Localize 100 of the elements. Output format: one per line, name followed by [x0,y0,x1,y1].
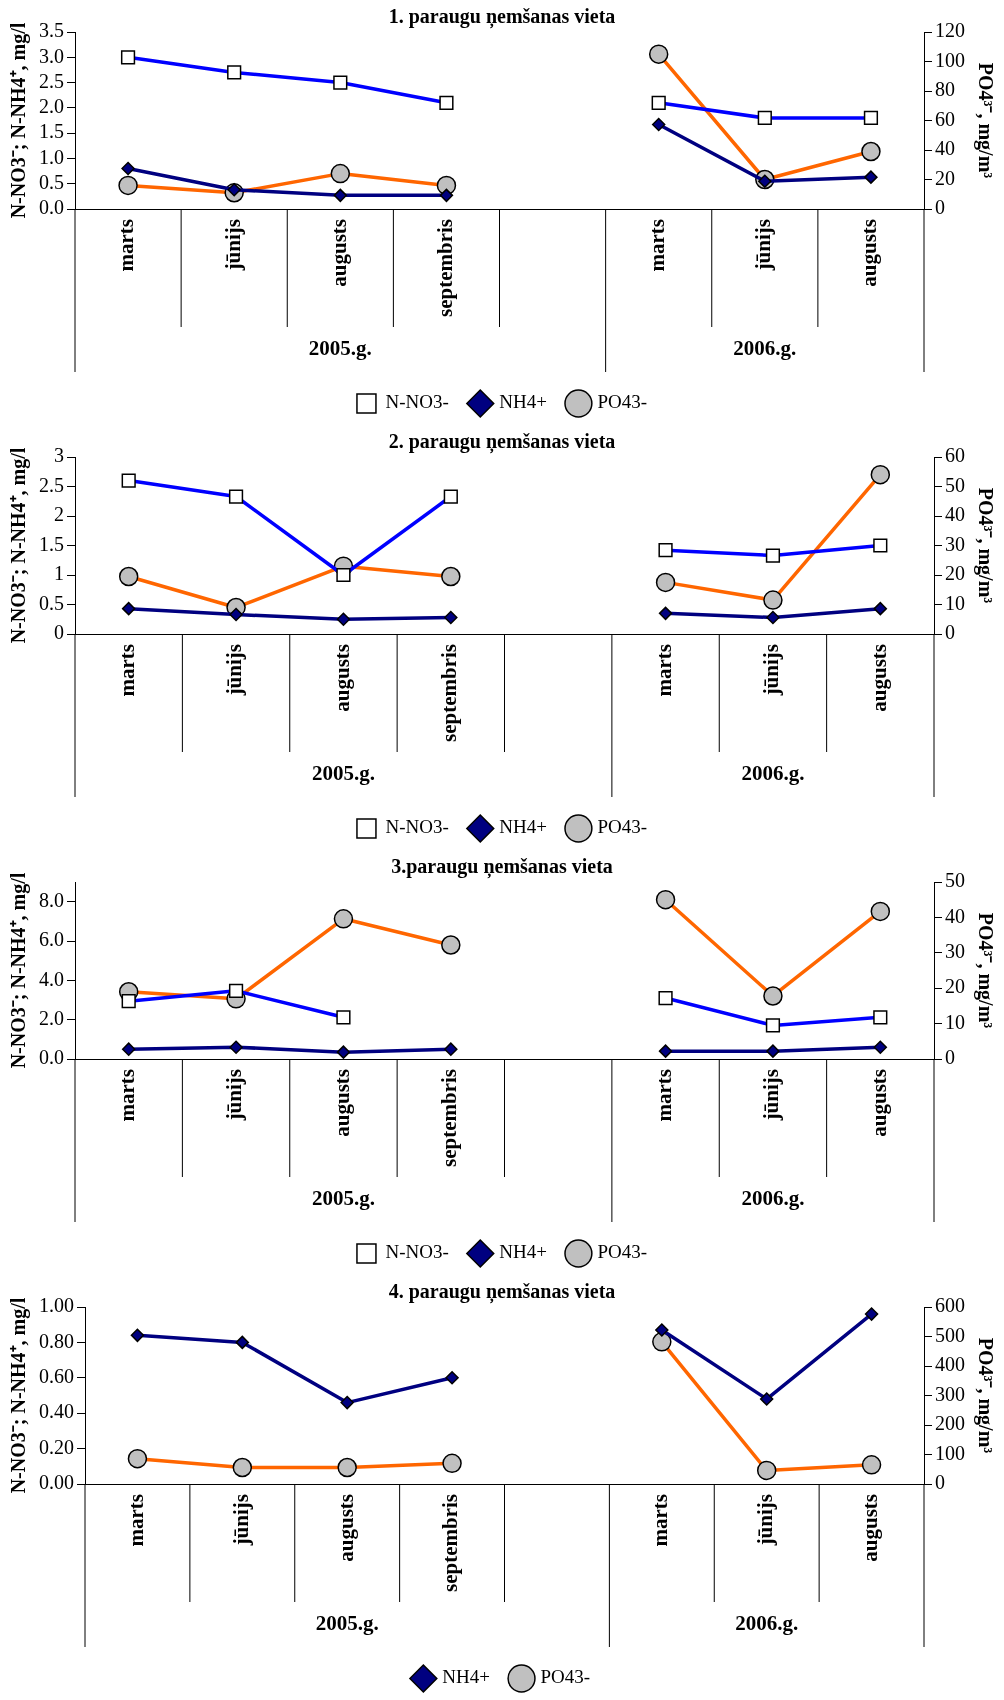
x-tick-label: septembris [438,1494,463,1593]
chart-title: 4. paraugu ņemšanas vieta [388,1280,616,1305]
y-tick-label: 0.00 [39,1471,74,1494]
y2-tick-label: 200 [935,1412,965,1435]
y2-tick-label: 80 [935,78,955,101]
legend-label: NH4+ [499,1241,547,1263]
legend-label: PO43- [597,816,648,838]
x-tick-label: jūnijs [222,644,247,697]
y2-tick-label: 0 [945,621,955,644]
y2-tick-label: 40 [945,503,965,526]
y-tick-label: 4.0 [39,967,64,990]
text: 2005.g. [308,335,372,360]
legend-label: NH4+ [499,816,547,838]
y-tick-label: 2.5 [39,69,64,92]
chart-title: 1. paraugu ņemšanas vieta [388,5,616,30]
y-tick-label: 1 [54,562,64,585]
y2-tick-label: 20 [945,562,965,585]
x-tick-label: marts [123,1494,148,1547]
y-tick-label: 1.5 [39,120,64,143]
x-tick-label: marts [651,1069,676,1122]
text: 2006.g. [733,335,797,360]
y2-tick-label: 30 [945,532,965,555]
text: 2006.g. [741,760,805,785]
legend-label: NH4+ [499,391,547,413]
y-tick-label: 8.0 [39,888,64,911]
x-tick-label: augusts [333,1494,358,1562]
chart-title: 2. paraugu ņemšanas vieta [388,430,616,455]
y2-tick-label: 400 [935,1353,965,1376]
legend-label: N-NO3- [385,816,449,838]
x-tick-label: jūnijs [228,1494,253,1547]
y2-axis-title: PO4³⁻, mg/m³ [973,487,997,604]
x-tick-label: jūnijs [759,1069,784,1122]
y2-tick-label: 20 [935,166,955,189]
y-axis-title: N-NO3⁻; N-NH4⁺, mg/l [7,22,31,219]
text: 2005.g. [315,1610,379,1635]
x-tick-label: marts [115,644,140,697]
legend-label: PO43- [597,1241,648,1263]
legend-label: N-NO3- [385,1241,449,1263]
x-tick-label: augusts [866,1069,891,1137]
y2-tick-label: 50 [945,473,965,496]
y-tick-label: 0.5 [39,170,64,193]
y2-tick-label: 10 [945,1010,965,1033]
x-tick-label: marts [114,219,139,272]
y2-tick-label: 0 [935,1471,945,1494]
x-tick-label: jūnijs [222,1069,247,1122]
legend-label: N-NO3- [385,391,449,413]
y-tick-label: 0.20 [39,1435,74,1458]
y2-tick-label: 300 [935,1382,965,1405]
x-tick-label: augusts [866,644,891,712]
x-tick-label: jūnijs [753,1494,778,1547]
y-tick-label: 1.0 [39,145,64,168]
x-tick-label: augusts [857,1494,882,1562]
y2-tick-label: 30 [945,940,965,963]
y2-tick-label: 0 [945,1046,955,1069]
y-tick-label: 2.5 [39,473,64,496]
x-tick-label: augusts [326,219,351,287]
y-tick-label: 6.0 [39,928,64,951]
y-tick-label: 1.5 [39,532,64,555]
y-tick-label: 0 [54,621,64,644]
y2-tick-label: 50 [945,869,965,892]
y-tick-label: 0.0 [39,1046,64,1069]
y2-axis-title: PO4³⁻, mg/m³ [973,62,997,179]
y2-tick-label: 600 [935,1294,965,1317]
x-tick-label: marts [115,1069,140,1122]
text: 2005.g. [311,760,375,785]
legend-label: PO43- [597,391,648,413]
x-tick-label: jūnijs [220,219,245,272]
y-tick-label: 0.40 [39,1400,74,1423]
y2-axis-title: PO4³⁻, mg/m³ [973,912,997,1029]
y2-tick-label: 40 [945,904,965,927]
y-tick-label: 3 [54,444,64,467]
y2-tick-label: 120 [935,19,965,42]
y-tick-label: 1.00 [39,1294,74,1317]
y2-tick-label: 20 [945,975,965,998]
x-tick-label: augusts [329,644,354,712]
y-tick-label: 0.60 [39,1365,74,1388]
y2-tick-label: 10 [945,591,965,614]
x-tick-label: jūnijs [759,644,784,697]
x-tick-label: augusts [857,219,882,287]
y-tick-label: 2.0 [39,95,64,118]
x-tick-label: jūnijs [751,219,776,272]
y-tick-label: 3.0 [39,44,64,67]
x-tick-label: marts [648,1494,673,1547]
legend-label: NH4+ [442,1666,491,1688]
y2-tick-label: 60 [945,444,965,467]
x-tick-label: septembris [437,1069,462,1168]
text: 2005.g. [311,1185,375,1210]
y2-tick-label: 40 [935,137,955,160]
y2-tick-label: 0 [935,196,945,219]
y-tick-label: 2 [54,503,64,526]
chart-title: 3.paraugu ņemšanas vieta [391,855,613,880]
text: 2006.g. [741,1185,805,1210]
x-tick-label: marts [645,219,670,272]
y2-axis-title: PO4³⁻, mg/m³ [973,1337,997,1454]
y2-tick-label: 100 [935,48,965,71]
y-axis-title: N-NO3⁻; N-NH4⁺, mg/l [7,1297,31,1494]
y2-tick-label: 100 [935,1441,965,1464]
x-tick-label: marts [651,644,676,697]
y-tick-label: 0.5 [39,591,64,614]
y-tick-label: 3.5 [39,19,64,42]
